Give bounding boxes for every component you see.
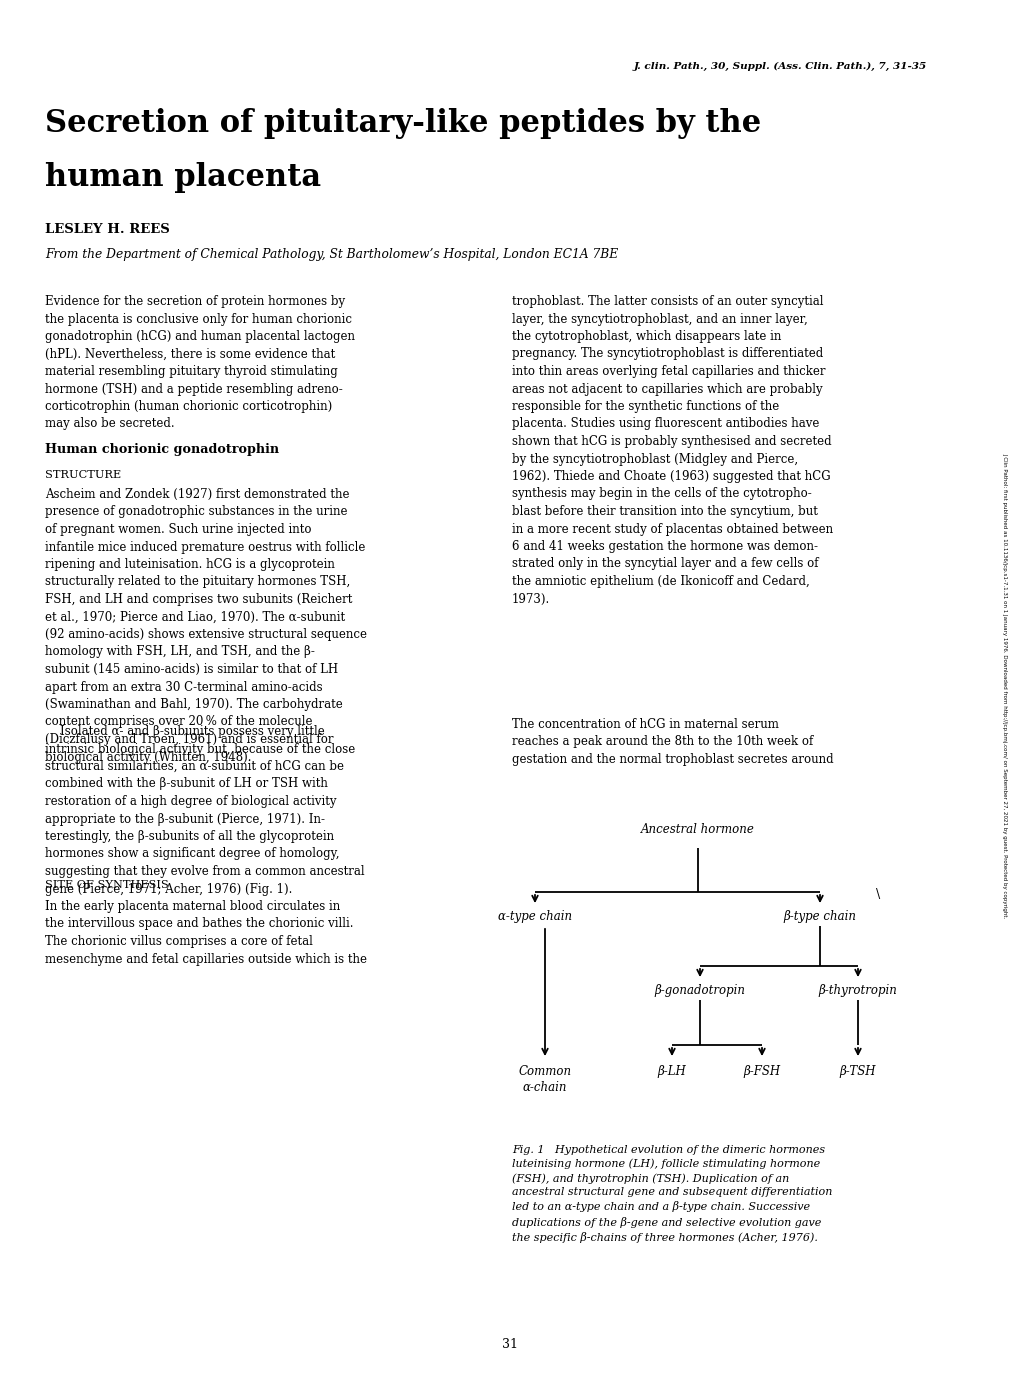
Text: The concentration of hCG in maternal serum
reaches a peak around the 8th to the : The concentration of hCG in maternal ser… <box>512 718 833 766</box>
Text: SITE OF SYNTHESIS: SITE OF SYNTHESIS <box>45 880 168 890</box>
Text: Evidence for the secretion of protein hormones by
the placenta is conclusive onl: Evidence for the secretion of protein ho… <box>45 295 355 431</box>
Text: β-LH: β-LH <box>657 1065 686 1078</box>
Text: Secretion of pituitary-like peptides by the: Secretion of pituitary-like peptides by … <box>45 108 760 139</box>
Text: STRUCTURE: STRUCTURE <box>45 470 121 481</box>
Text: Isolated α- and β-subunits possess very little
intrinsic biological activity but: Isolated α- and β-subunits possess very … <box>45 725 364 895</box>
Text: In the early placenta maternal blood circulates in
the intervillous space and ba: In the early placenta maternal blood cir… <box>45 899 367 965</box>
Text: β-thyrotropin: β-thyrotropin <box>818 984 897 997</box>
Text: human placenta: human placenta <box>45 162 321 194</box>
Text: From the Department of Chemical Pathology, St Bartholomew’s Hospital, London EC1: From the Department of Chemical Patholog… <box>45 249 618 261</box>
Text: Common
α-chain: Common α-chain <box>518 1065 571 1094</box>
Text: Ascheim and Zondek (1927) first demonstrated the
presence of gonadotrophic subst: Ascheim and Zondek (1927) first demonstr… <box>45 487 367 763</box>
Text: Ancestral hormone: Ancestral hormone <box>640 822 754 836</box>
Text: β-FSH: β-FSH <box>743 1065 780 1078</box>
Text: trophoblast. The latter consists of an outer syncytial
layer, the syncytiotropho: trophoblast. The latter consists of an o… <box>512 295 833 605</box>
Text: Human chorionic gonadotrophin: Human chorionic gonadotrophin <box>45 443 279 456</box>
Text: β-type chain: β-type chain <box>783 910 856 923</box>
Text: 31: 31 <box>501 1339 518 1351</box>
Text: β-TSH: β-TSH <box>839 1065 875 1078</box>
Text: Fig. 1   Hypothetical evolution of the dimeric hormones
luteinising hormone (LH): Fig. 1 Hypothetical evolution of the dim… <box>512 1145 832 1243</box>
Text: \: \ <box>875 888 879 901</box>
Text: α-type chain: α-type chain <box>497 910 572 923</box>
Text: β-gonadotropin: β-gonadotropin <box>654 984 745 997</box>
Text: LESLEY H. REES: LESLEY H. REES <box>45 222 169 236</box>
Text: J Clin Pathol: first published as 10.1136/jcp.s1-7.1.31 on 1 January 1976. Downl: J Clin Pathol: first published as 10.113… <box>1002 453 1007 919</box>
Text: J. clin. Path., 30, Suppl. (Ass. Clin. Path.), 7, 31-35: J. clin. Path., 30, Suppl. (Ass. Clin. P… <box>633 62 925 71</box>
